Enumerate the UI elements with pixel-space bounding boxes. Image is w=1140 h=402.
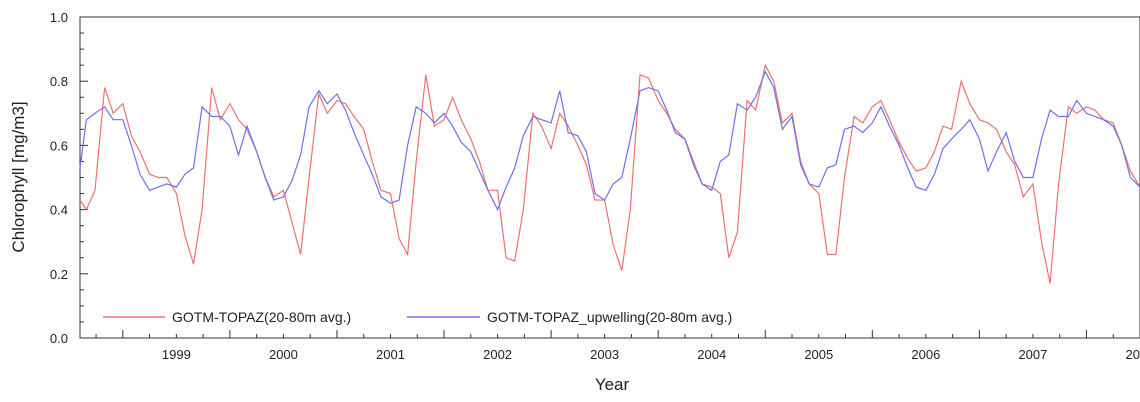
legend: GOTM-TOPAZ(20-80m avg.) GOTM-TOPAZ_upwell…: [103, 309, 732, 325]
x-tick-label: 2008: [1126, 347, 1140, 362]
x-axis-label: Year: [595, 375, 630, 394]
x-tick-label: 2005: [804, 347, 833, 362]
series-lines: [79, 63, 1140, 284]
y-tick-label: 0.4: [50, 203, 68, 218]
x-tick-label: 2004: [697, 347, 726, 362]
legend-label-2: GOTM-TOPAZ_upwelling(20-80m avg.): [487, 309, 732, 325]
x-tick-label: 2007: [1018, 347, 1047, 362]
series-line-1: [79, 63, 1140, 284]
x-tick-label: 2002: [483, 347, 512, 362]
x-tick-label: 2006: [911, 347, 940, 362]
axes: 0.0 0.2 0.4 0.6 0.8 1.0 1999 2000 2001 2002 2003 20…: [50, 10, 1140, 362]
y-tick-label: 0.6: [50, 138, 68, 153]
y-tick-label: 1.0: [50, 10, 68, 25]
x-tick-label: 1999: [162, 347, 191, 362]
series-line-2: [79, 70, 1140, 212]
y-tick-label: 0.0: [50, 331, 68, 346]
y-tick-label: 0.2: [50, 267, 68, 282]
x-tick-label: 2000: [269, 347, 298, 362]
plot-frame: [79, 16, 1140, 339]
x-tick-label: 2003: [590, 347, 619, 362]
y-axis-label: Chlorophyll [mg/m3]: [9, 101, 28, 252]
y-tick-label: 0.8: [50, 74, 68, 89]
x-tick-label: 2001: [376, 347, 405, 362]
legend-label-1: GOTM-TOPAZ(20-80m avg.): [172, 309, 351, 325]
